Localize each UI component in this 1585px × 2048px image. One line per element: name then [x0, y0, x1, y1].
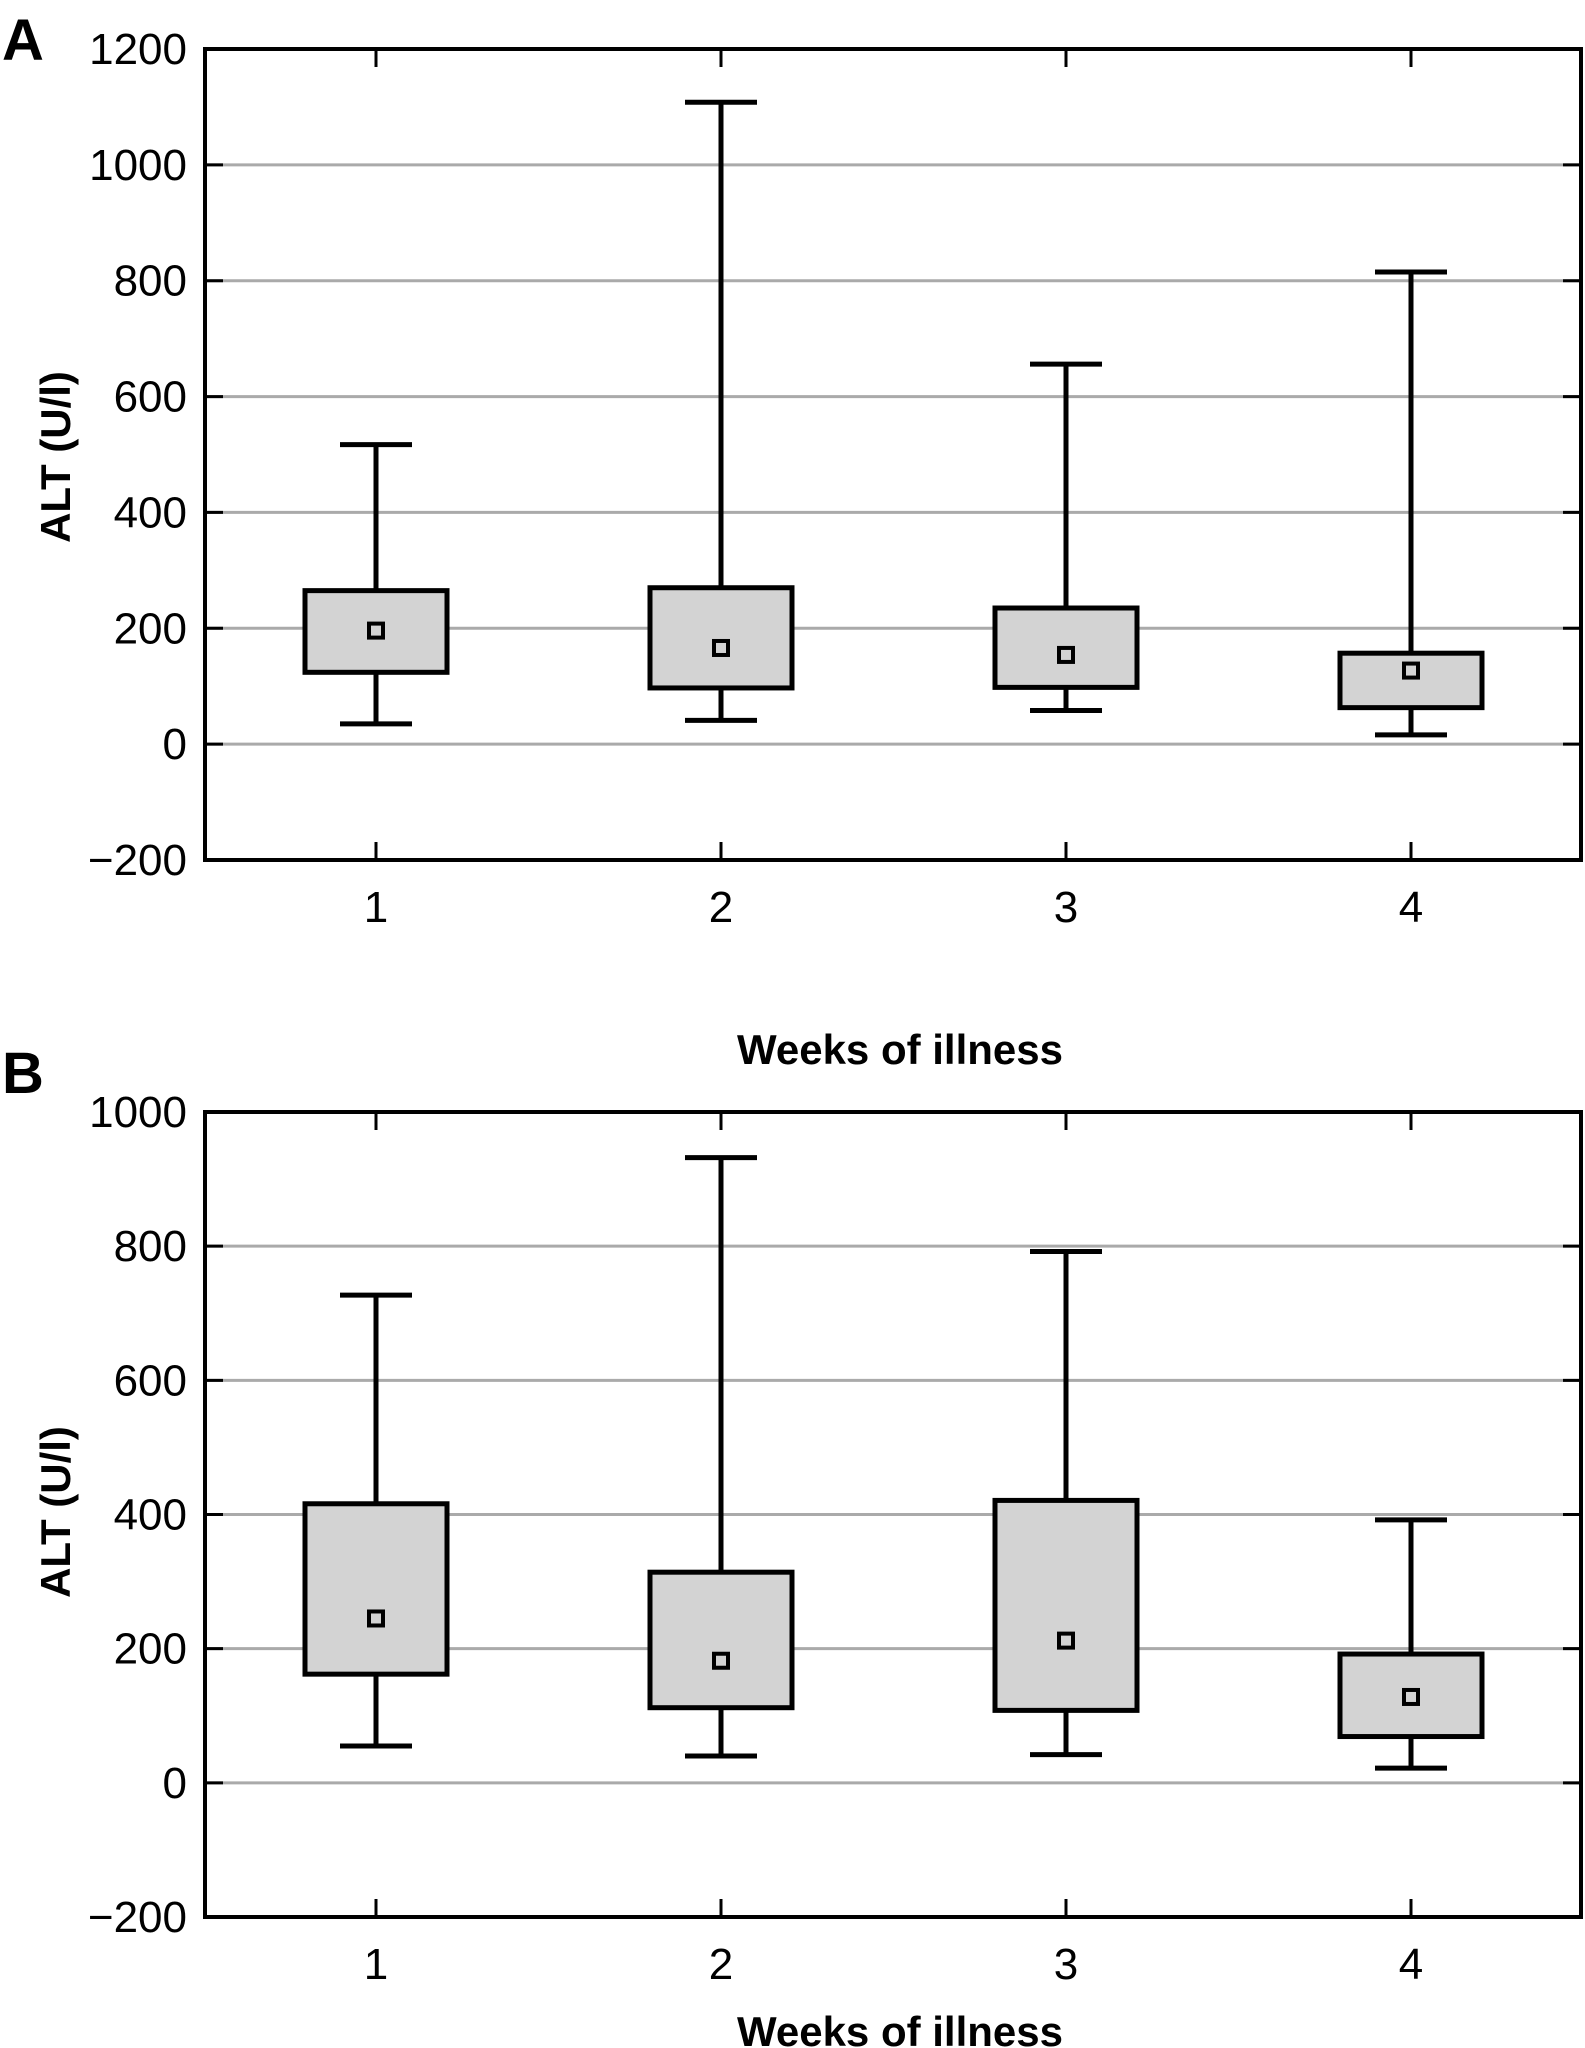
x-tick-label: 1 — [364, 883, 388, 932]
x-tick-label: 4 — [1399, 883, 1423, 932]
median-marker — [712, 638, 730, 657]
box-week-3 — [992, 1249, 1140, 1758]
y-axis-title: ALT (U/l) — [32, 371, 79, 543]
y-tick-label: −200 — [88, 1893, 187, 1942]
panel-b: B ALT (U/l) Weeks of illness −200 0 200 400… — [2, 1041, 1583, 2048]
plot-frame — [203, 47, 1583, 862]
y-tick-label: 600 — [114, 1356, 187, 1405]
median-marker — [367, 621, 385, 640]
y-axis-title: ALT (U/l) — [32, 1426, 79, 1598]
median-marker — [1057, 1631, 1075, 1650]
x-tick-label: 4 — [1399, 1940, 1423, 1989]
box-week-4 — [1337, 1517, 1485, 1771]
box-week-1 — [302, 442, 450, 727]
y-tick-label: −200 — [88, 836, 187, 885]
plot-frame — [203, 1110, 1583, 1919]
x-tick-label: 2 — [709, 883, 733, 932]
box-week-3 — [992, 361, 1140, 714]
iqr-box — [302, 1501, 450, 1677]
box-week-1 — [302, 1292, 450, 1749]
iqr-box — [1337, 650, 1485, 711]
y-tick-label: 1000 — [89, 1088, 187, 1137]
iqr-box — [647, 585, 795, 691]
iqr-box — [647, 1569, 795, 1711]
panel-label: B — [2, 1041, 44, 1106]
y-tick-label: 400 — [114, 1491, 187, 1540]
iqr-box — [1337, 1651, 1485, 1740]
y-tick-label: 200 — [114, 1625, 187, 1674]
y-tick-label: 1200 — [89, 25, 187, 74]
y-tick-label: 800 — [114, 1222, 187, 1271]
y-tick-label: 0 — [163, 720, 187, 769]
x-tick-label: 3 — [1054, 883, 1078, 932]
x-tick-label: 1 — [364, 1940, 388, 1989]
x-axis-title: Weeks of illness — [737, 2008, 1063, 2048]
y-tick-label: 1000 — [89, 141, 187, 190]
y-tick-label: 0 — [163, 1759, 187, 1808]
x-axis-title: Weeks of illness — [737, 1026, 1063, 1073]
box-week-2 — [647, 99, 795, 723]
panel-label: A — [2, 8, 44, 73]
median-marker — [712, 1651, 730, 1670]
median-marker — [367, 1609, 385, 1628]
y-tick-label: 800 — [114, 257, 187, 306]
box-week-4 — [1337, 269, 1485, 738]
iqr-box — [992, 1497, 1140, 1713]
y-tick-label: 400 — [114, 488, 187, 537]
box-week-2 — [647, 1155, 795, 1759]
panel-a: A ALT (U/l) Weeks of illness −200 0 200 400… — [2, 8, 1583, 1073]
median-marker — [1402, 661, 1420, 680]
median-marker — [1057, 645, 1075, 664]
y-tick-label: 600 — [114, 373, 187, 422]
y-tick-label: 200 — [114, 604, 187, 653]
x-tick-label: 2 — [709, 1940, 733, 1989]
median-marker — [1402, 1687, 1420, 1706]
x-tick-label: 3 — [1054, 1940, 1078, 1989]
